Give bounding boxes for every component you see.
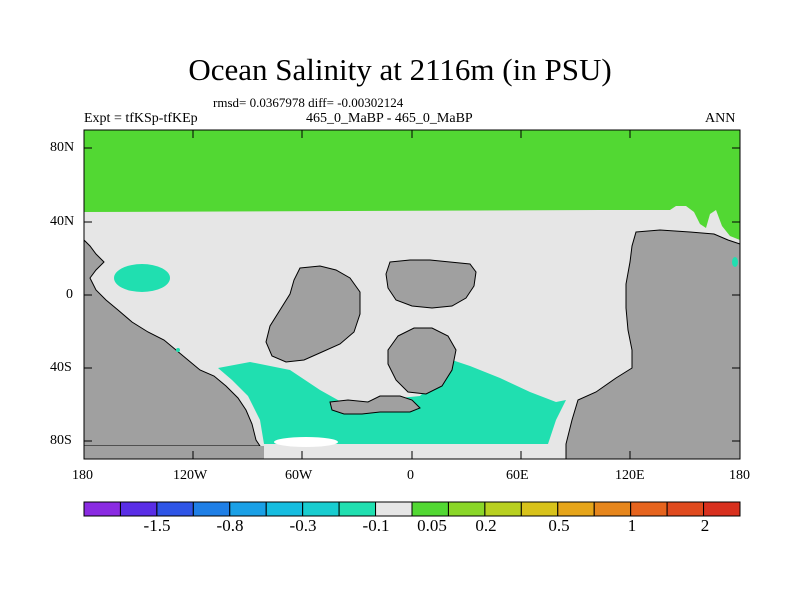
negative-region-west [114, 264, 170, 292]
land-island-south-center [387, 327, 457, 395]
colorbar-box-3 [192, 501, 231, 517]
period-label: 465_0_MaBP - 465_0_MaBP [306, 111, 473, 126]
colorbar-box-1 [119, 501, 158, 517]
land-west-continent [83, 238, 261, 447]
colorbar-box-8 [375, 501, 413, 517]
colorbar-box-16 [666, 501, 705, 517]
colorbar-label-1: -0.8 [216, 516, 244, 535]
experiment-label: Expt = tfKSp-tfKEp [84, 111, 198, 126]
colorbar-box-7 [338, 501, 377, 517]
lat-label-80s: 80S [50, 433, 72, 448]
colorbar-box-0 [83, 501, 121, 517]
land-island-center-east [385, 259, 477, 309]
colorbar-box-14 [593, 501, 632, 517]
colorbar-label-0: -1.5 [143, 516, 171, 535]
colorbar-label-2: -0.3 [289, 516, 317, 535]
colorbar-label-5: 0.2 [475, 516, 497, 535]
land-east-continent [565, 229, 741, 460]
lon-label-120e: 120E [615, 468, 645, 483]
land-west-continent-south [84, 446, 264, 459]
plot-title: Ocean Salinity at 2116m (in PSU) [188, 52, 612, 87]
axis-ticks [83, 130, 741, 459]
colorbar-box-6 [302, 501, 340, 517]
colorbar-box-11 [484, 501, 522, 517]
colorbar-label-6: 0.5 [548, 516, 570, 535]
colorbar-box-5 [265, 501, 304, 517]
lon-label-180w: 180 [72, 468, 93, 483]
negative-patch-east-edge [732, 257, 738, 267]
negative-dot-west [176, 348, 180, 352]
season-label: ANN [705, 111, 736, 126]
positive-band-north [84, 130, 740, 240]
colorbar-label-7: 1 [627, 516, 637, 535]
land-island-center-west [265, 265, 361, 363]
colorbar-box-12 [520, 501, 559, 517]
colorbar-label-4: 0.05 [417, 516, 447, 535]
colorbar-box-17 [703, 501, 741, 517]
colorbar-box-15 [630, 501, 668, 517]
lon-label-0: 0 [407, 468, 414, 483]
near-zero-patch-south [274, 437, 338, 447]
lat-label-40n: 40N [50, 214, 75, 229]
lon-label-180e: 180 [729, 468, 750, 483]
colorbar [83, 501, 741, 517]
lat-label-40s: 40S [50, 360, 72, 375]
lon-label-60w: 60W [285, 468, 313, 483]
land-south-ridge [329, 395, 421, 415]
colorbar-box-13 [557, 501, 595, 517]
colorbar-label-8: 2 [700, 516, 710, 535]
colorbar-box-9 [411, 501, 449, 517]
colorbar-box-2 [156, 501, 194, 517]
lon-label-60e: 60E [506, 468, 529, 483]
lat-label-0: 0 [66, 287, 73, 302]
lon-label-120w: 120W [173, 468, 208, 483]
colorbar-box-4 [229, 501, 267, 517]
colorbar-label-3: -0.1 [362, 516, 390, 535]
lat-label-80n: 80N [50, 140, 75, 155]
map-panel [83, 129, 741, 460]
colorbar-box-10 [447, 501, 486, 517]
stats-line: rmsd= 0.0367978 diff= -0.00302124 [213, 95, 404, 110]
